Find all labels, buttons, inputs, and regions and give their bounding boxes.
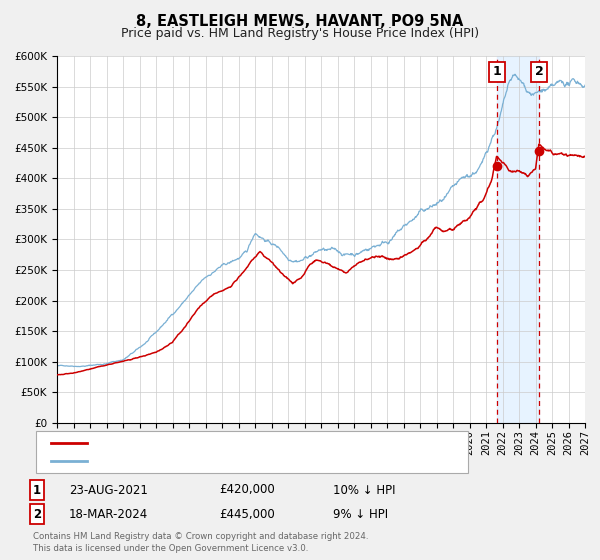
Text: 1: 1 [33,483,41,497]
Text: Contains HM Land Registry data © Crown copyright and database right 2024.
This d: Contains HM Land Registry data © Crown c… [33,533,368,553]
Text: HPI: Average price, detached house, Havant: HPI: Average price, detached house, Hava… [93,456,340,466]
Text: 23-AUG-2021: 23-AUG-2021 [69,483,148,497]
Text: 2: 2 [535,65,544,78]
Text: 9% ↓ HPI: 9% ↓ HPI [333,507,388,521]
Text: 8, EASTLEIGH MEWS, HAVANT, PO9 5NA (detached house): 8, EASTLEIGH MEWS, HAVANT, PO9 5NA (deta… [93,438,417,448]
Bar [497,56,539,423]
Text: £445,000: £445,000 [219,507,275,521]
Text: £420,000: £420,000 [219,483,275,497]
Text: 8, EASTLEIGH MEWS, HAVANT, PO9 5NA: 8, EASTLEIGH MEWS, HAVANT, PO9 5NA [136,14,464,29]
Text: Price paid vs. HM Land Registry's House Price Index (HPI): Price paid vs. HM Land Registry's House … [121,27,479,40]
Text: 2: 2 [33,507,41,521]
Text: 1: 1 [492,65,501,78]
Bar [539,56,585,423]
Text: 10% ↓ HPI: 10% ↓ HPI [333,483,395,497]
Text: 18-MAR-2024: 18-MAR-2024 [69,507,148,521]
